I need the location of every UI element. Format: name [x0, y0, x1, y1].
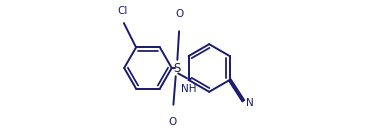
Text: O: O: [176, 9, 184, 19]
Text: NH: NH: [181, 84, 197, 94]
Text: N: N: [246, 98, 254, 108]
Text: O: O: [169, 117, 177, 127]
Text: Cl: Cl: [117, 6, 128, 16]
Text: S: S: [173, 61, 180, 75]
